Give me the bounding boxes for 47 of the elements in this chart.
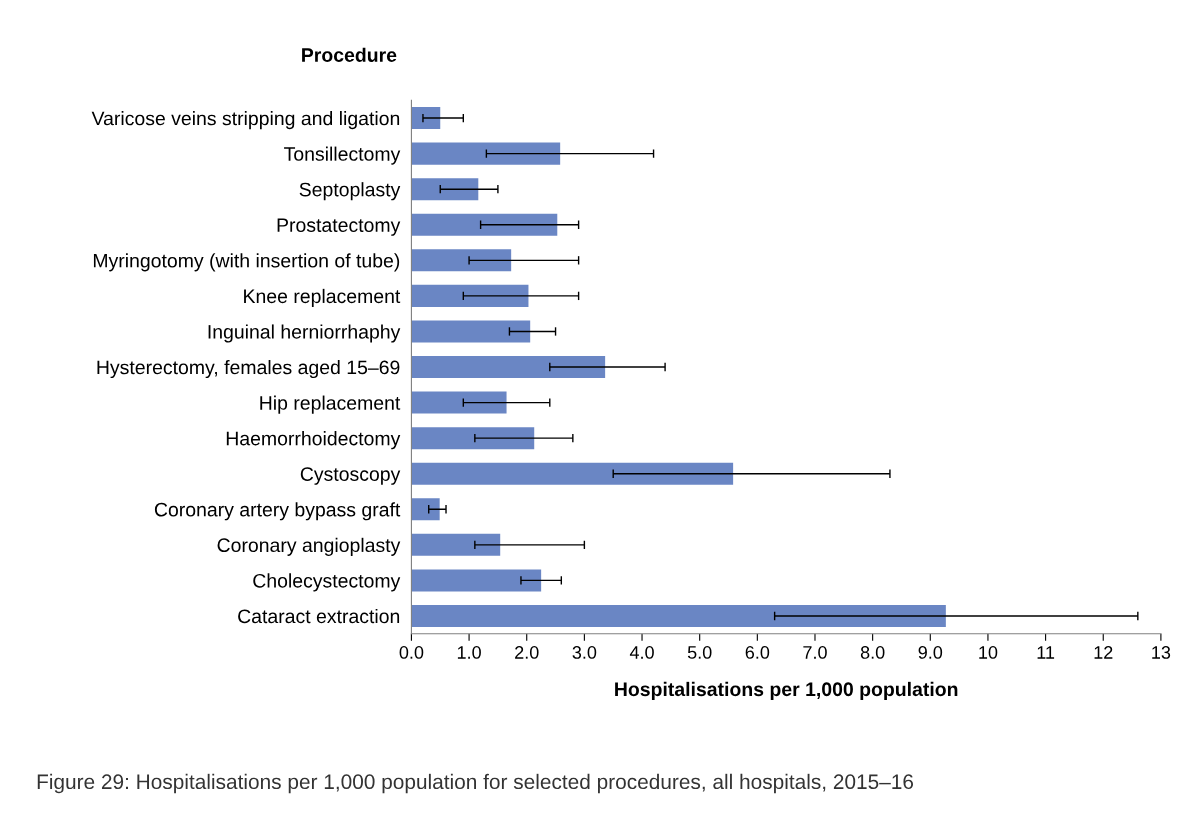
caption: Figure 29: Hospitalisations per 1,000 population for selected procedures, all hospitals, 2015–16 (37, 773, 914, 794)
x-tick-label: 9.0 (918, 646, 943, 659)
bar (411, 533, 501, 556)
bar (411, 356, 606, 379)
bar (411, 284, 529, 307)
bar (411, 498, 440, 521)
x-tick-label: 0.0 (399, 646, 424, 659)
y-tick-label: Varicose veins stripping and ligation (91, 111, 400, 130)
y-tick-label: Cholecystectomy (253, 573, 401, 592)
bar (411, 178, 479, 201)
bar (411, 391, 507, 414)
y-tick-label: Myringotomy (with insertion of tube) (93, 253, 400, 272)
y-tick-label: Knee replacement (244, 288, 401, 307)
x-tick-label: 1.0 (457, 646, 481, 659)
y-tick-label: Hip replacement (260, 395, 401, 414)
x-tick-label: 8.0 (860, 646, 885, 659)
x-tick-label: 11 (1037, 646, 1055, 659)
bar (411, 249, 512, 272)
y-tick-label: Cystoscopy (300, 467, 401, 485)
x-tick-label: 10 (979, 646, 998, 659)
bar (411, 107, 441, 130)
bar (411, 427, 535, 450)
x-tick-label: 4.0 (629, 646, 654, 659)
bar (411, 213, 558, 236)
y-tick-label: Hysterectomy, females aged 15–69 (97, 359, 400, 379)
bar (411, 604, 946, 627)
bar (411, 462, 734, 485)
y-tick-label: Coronary angioplasty (217, 537, 401, 556)
y-axis-title: Procedure (302, 47, 397, 62)
y-tick-label: Haemorrhoidectomy (226, 431, 401, 450)
bar (411, 569, 542, 592)
x-tick-label: 2.0 (515, 646, 539, 659)
y-tick-label: Cataract extraction (238, 608, 400, 624)
y-tick-label: Prostatectomy (277, 218, 401, 236)
x-tick-label: 6.0 (745, 646, 770, 659)
y-tick-label: Tonsillectomy (284, 146, 401, 165)
x-axis-title: Hospitalisations per 1,000 population (615, 681, 958, 700)
y-tick-label: Inguinal herniorrhaphy (208, 324, 401, 343)
bar (411, 142, 561, 165)
x-tick-label: 5.0 (687, 646, 712, 659)
y-tick-label: Septoplasty (299, 182, 401, 201)
x-tick-label: 3.0 (572, 646, 597, 659)
x-tick-label: 13 (1152, 646, 1171, 659)
x-tick-label: 7.0 (803, 646, 827, 659)
bar (411, 320, 531, 343)
y-tick-label: Coronary artery bypass graft (154, 502, 401, 521)
x-tick-label: 12 (1094, 646, 1113, 659)
